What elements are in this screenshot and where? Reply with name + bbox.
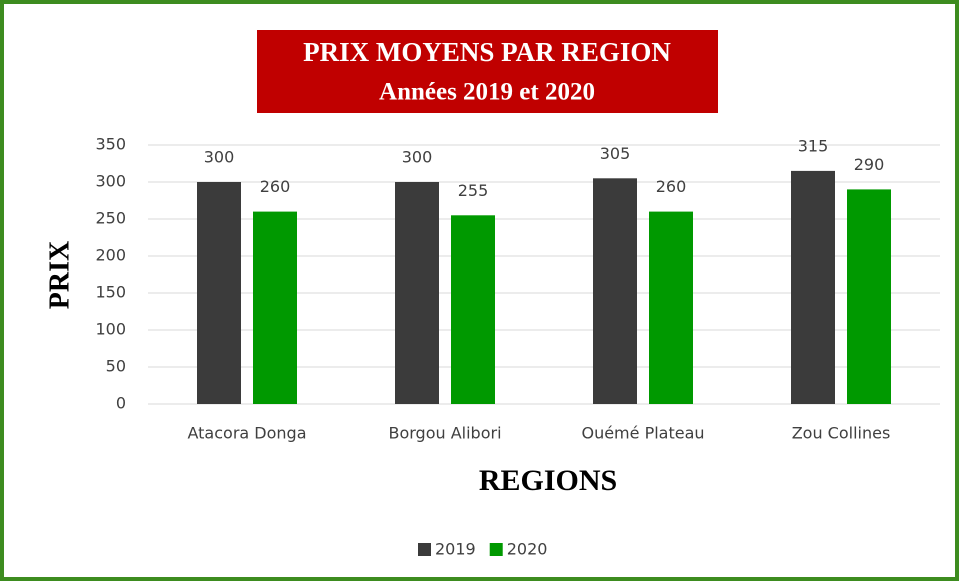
- y-tick-label: 250: [95, 209, 126, 228]
- y-tick-label: 150: [95, 283, 126, 302]
- value-label: 290: [854, 155, 885, 174]
- value-label: 260: [656, 177, 687, 196]
- legend-swatch: [489, 543, 503, 556]
- value-label: 260: [260, 177, 291, 196]
- bar: [253, 211, 297, 404]
- bar: [395, 182, 439, 404]
- value-label: 300: [204, 148, 235, 167]
- legend-label: 2019: [435, 540, 476, 559]
- y-axis-title: PRIX: [44, 241, 75, 309]
- bar: [847, 189, 891, 404]
- bar: [649, 211, 693, 404]
- x-tick-label: Ouémé Plateau: [581, 424, 704, 443]
- legend-swatch: [418, 543, 431, 556]
- x-tick-label: Zou Collines: [792, 424, 891, 443]
- x-tick-label: Atacora Donga: [187, 424, 306, 443]
- value-label: 315: [798, 136, 829, 155]
- chart-subtitle: Années 2019 et 2020: [379, 79, 595, 106]
- y-tick-label: 200: [95, 246, 126, 265]
- title-box: [257, 30, 718, 113]
- value-label: 255: [458, 181, 489, 200]
- x-tick-label: Borgou Alibori: [388, 424, 501, 443]
- chart-title: PRIX MOYENS PAR REGION: [303, 37, 671, 67]
- y-tick-label: 100: [95, 320, 126, 339]
- y-tick-label: 0: [116, 394, 126, 413]
- value-label: 305: [600, 144, 631, 163]
- y-tick-label: 50: [106, 357, 126, 376]
- bar: [593, 178, 637, 404]
- bar: [197, 182, 241, 404]
- legend-label: 2020: [507, 540, 548, 559]
- y-tick-label: 300: [95, 172, 126, 191]
- bar: [791, 170, 835, 404]
- bar: [451, 215, 495, 404]
- x-axis-title: REGIONS: [479, 464, 617, 497]
- value-label: 300: [402, 148, 433, 167]
- y-tick-label: 350: [95, 135, 126, 154]
